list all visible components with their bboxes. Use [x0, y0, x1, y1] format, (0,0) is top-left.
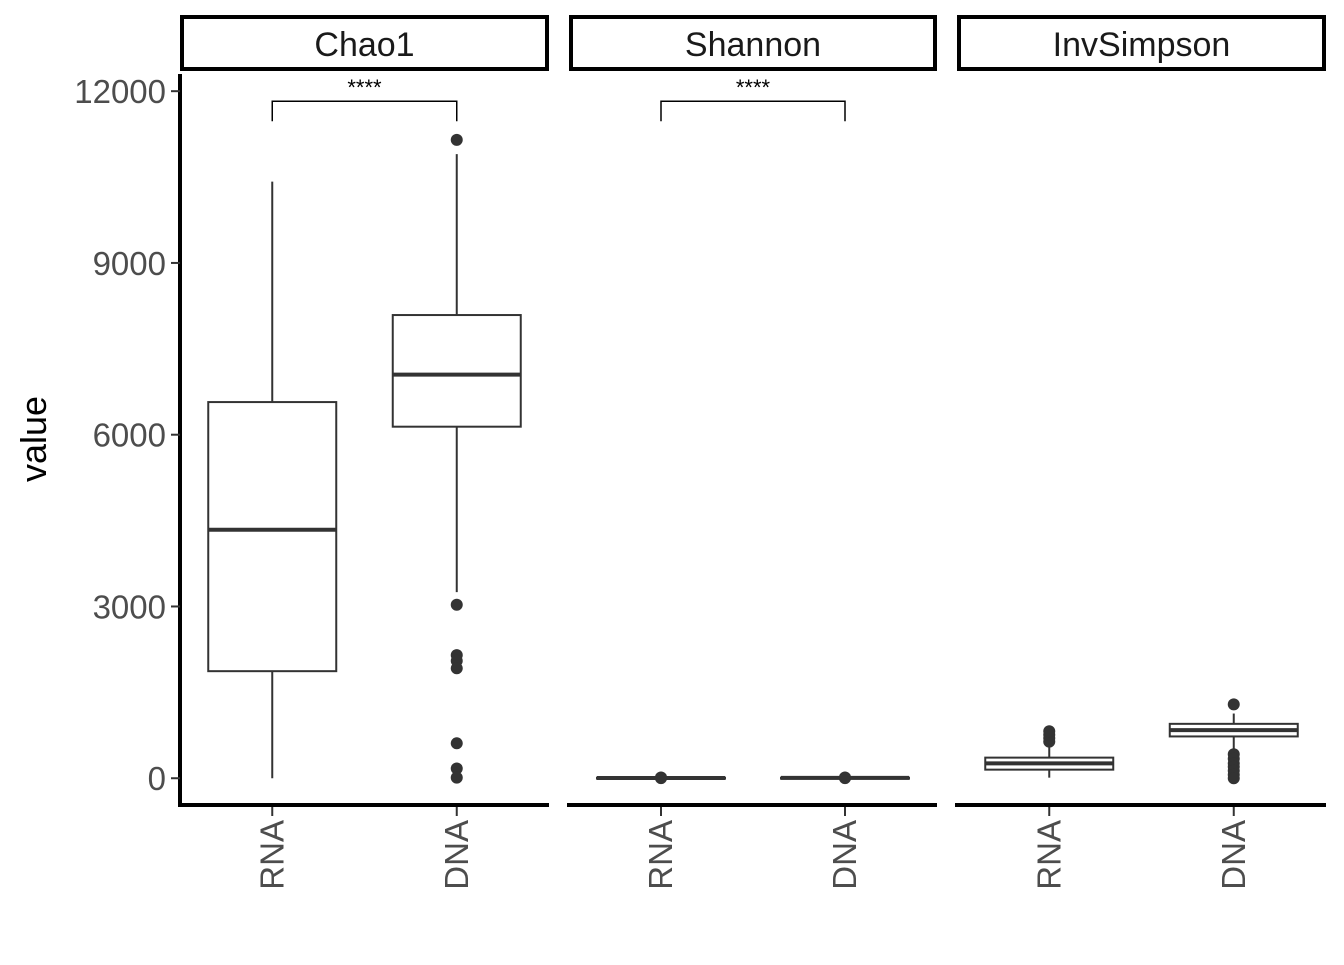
- significance-bracket: [660, 100, 846, 122]
- x-tick-label: DNA: [826, 820, 863, 890]
- y-tick-label: 3000: [93, 588, 166, 625]
- y-tick-label: 0: [148, 760, 166, 797]
- facet-label: Shannon: [685, 26, 821, 64]
- facet-strip: [957, 15, 1326, 71]
- facet-strip: [180, 15, 549, 71]
- x-tick-label: RNA: [253, 820, 290, 890]
- outlier-point: [450, 762, 463, 775]
- outlier-point: [1043, 725, 1056, 738]
- box: [391, 314, 522, 428]
- facet-label: InvSimpson: [1053, 26, 1231, 64]
- outlier-point: [1227, 698, 1240, 711]
- outlier-point: [450, 598, 463, 611]
- y-tick-label: 9000: [93, 245, 166, 282]
- significance-bracket: [271, 100, 458, 122]
- facet-strip: [569, 15, 937, 71]
- significance-label: ****: [347, 75, 382, 100]
- x-tick-label: RNA: [642, 820, 679, 890]
- y-tick-label: 6000: [93, 417, 166, 454]
- y-tick-label: 12000: [74, 73, 166, 110]
- box: [207, 401, 338, 673]
- x-tick-label: DNA: [438, 820, 475, 890]
- y-axis-title: value: [13, 396, 54, 482]
- x-tick-label: RNA: [1030, 820, 1067, 890]
- outlier-point: [839, 772, 851, 785]
- outlier-point: [450, 771, 463, 784]
- outlier-point: [1227, 772, 1240, 785]
- significance-label: ****: [736, 75, 771, 100]
- outlier-point: [655, 772, 667, 785]
- x-tick-label: DNA: [1215, 820, 1252, 890]
- outlier-point: [450, 737, 463, 750]
- outlier-point: [450, 133, 463, 146]
- facet-label: Chao1: [314, 26, 414, 64]
- outlier-point: [450, 662, 463, 675]
